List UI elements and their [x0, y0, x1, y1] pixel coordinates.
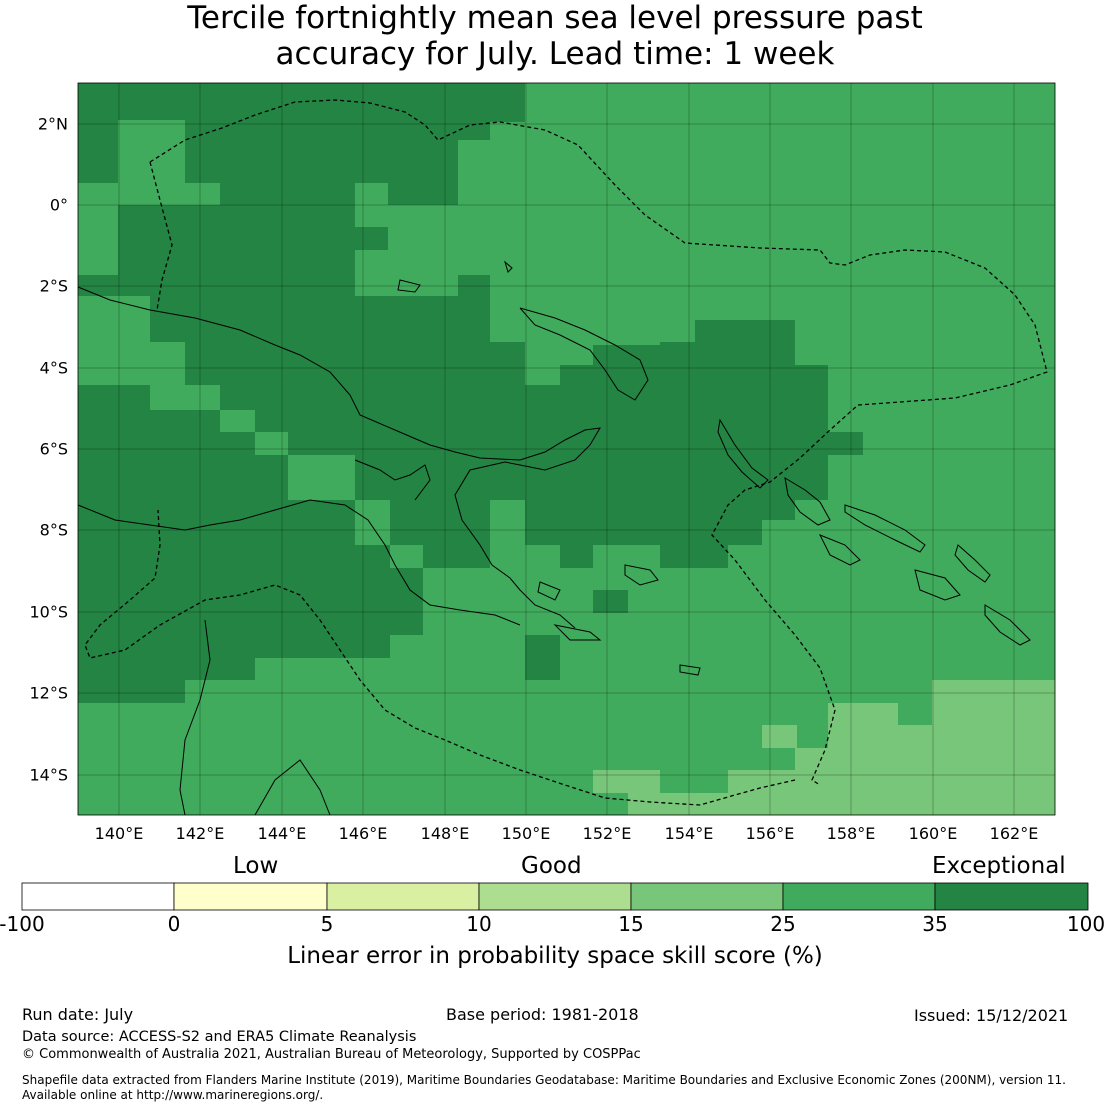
- exceptional-patch-2: [593, 590, 628, 613]
- good-patch: [762, 725, 797, 748]
- skill-score-map: [21, 82, 1089, 911]
- exceptional-region-main: [78, 205, 863, 568]
- new-guinea-north-coast: [77, 286, 601, 629]
- lat-label: 4°S: [39, 358, 68, 378]
- colorbar-category-exceptional: Exceptional: [932, 853, 1066, 879]
- colorbar-segment-7: [934, 882, 1089, 911]
- colorbar-tick: 10: [466, 912, 492, 936]
- lon-label: 154°E: [664, 824, 714, 843]
- lat-label: 8°S: [39, 520, 68, 540]
- shapefile-credit-line-1: Shapefile data extracted from Flanders M…: [22, 1073, 1066, 1087]
- colorbar-segment-6: [782, 882, 936, 911]
- exceptional-region-south: [78, 385, 423, 703]
- bougainville-coast: [784, 477, 831, 526]
- lat-label: 0°: [49, 195, 68, 215]
- lat-label: 6°S: [39, 439, 68, 459]
- cape-york-coast: [179, 619, 331, 816]
- lon-label: 148°E: [420, 824, 470, 843]
- title-line-1: Tercile fortnightly mean sea level press…: [187, 0, 923, 36]
- lat-label: 2°S: [39, 276, 68, 296]
- lat-label: 12°S: [29, 683, 68, 703]
- new-britain-coast: [519, 307, 649, 401]
- lat-label: 2°N: [37, 114, 68, 134]
- papuan-islands: [397, 260, 701, 676]
- eez-boundary: [84, 99, 1048, 806]
- lon-label: 158°E: [826, 824, 876, 843]
- exceptional-region-north: [78, 83, 525, 205]
- lon-label: 152°E: [582, 824, 632, 843]
- issued-date: Issued: 15/12/2021: [914, 1006, 1069, 1025]
- colorbar: [21, 882, 1089, 911]
- colorbar-tick: 25: [770, 912, 796, 936]
- coastlines: [77, 260, 1031, 816]
- trans-fly-coast: [354, 459, 431, 501]
- run-date: Run date: July: [22, 1005, 134, 1024]
- copyright-notice: © Commonwealth of Australia 2021, Austra…: [22, 1047, 641, 1062]
- lat-label: 14°S: [29, 765, 68, 785]
- colorbar-tick: 35: [922, 912, 948, 936]
- lon-label: 162°E: [989, 824, 1039, 843]
- colorbar-category-good: Good: [521, 853, 582, 879]
- colorbar-segment-2: [173, 882, 328, 911]
- colorbar-segment-5: [630, 882, 784, 911]
- solomon-islands-coast: [818, 504, 1031, 646]
- new-guinea-south-coast: [77, 499, 521, 626]
- colorbar-tick: 5: [320, 912, 334, 936]
- title-line-2: accuracy for July. Lead time: 1 week: [275, 36, 835, 72]
- lat-label: 10°S: [29, 602, 68, 622]
- colorbar-category-low: Low: [233, 853, 279, 879]
- lon-label: 150°E: [501, 824, 551, 843]
- colorbar-label: Linear error in probability space skill …: [287, 943, 823, 969]
- map-frame: [77, 82, 1056, 816]
- lon-label: 156°E: [745, 824, 795, 843]
- colorbar-tick: -100: [0, 912, 45, 936]
- new-ireland-coast: [717, 418, 769, 489]
- colorbar-tick: 15: [618, 912, 644, 936]
- colorbar-tick: 0: [167, 912, 181, 936]
- data-source: Data source: ACCESS-S2 and ERA5 Climate …: [22, 1029, 417, 1045]
- exceptional-patch-1: [525, 635, 560, 680]
- lon-label: 160°E: [908, 824, 958, 843]
- shapefile-credit-line-2: Available online at http://www.marinereg…: [22, 1088, 324, 1102]
- colorbar-segment-4: [478, 882, 632, 911]
- eez-boundary-png: [84, 99, 1048, 806]
- colorbar-tick: 100: [1066, 912, 1106, 936]
- lon-label: 144°E: [257, 824, 307, 843]
- lon-label: 142°E: [175, 824, 225, 843]
- exceptional-regions: [78, 83, 863, 703]
- lon-label: 146°E: [338, 824, 388, 843]
- colorbar-segment-1: [21, 882, 175, 911]
- good-regions: [593, 680, 1055, 815]
- colorbar-segment-3: [326, 882, 480, 911]
- good-region-southeast: [593, 680, 1055, 815]
- lon-label: 140°E: [94, 824, 144, 843]
- base-period: Base period: 1981-2018: [446, 1005, 639, 1024]
